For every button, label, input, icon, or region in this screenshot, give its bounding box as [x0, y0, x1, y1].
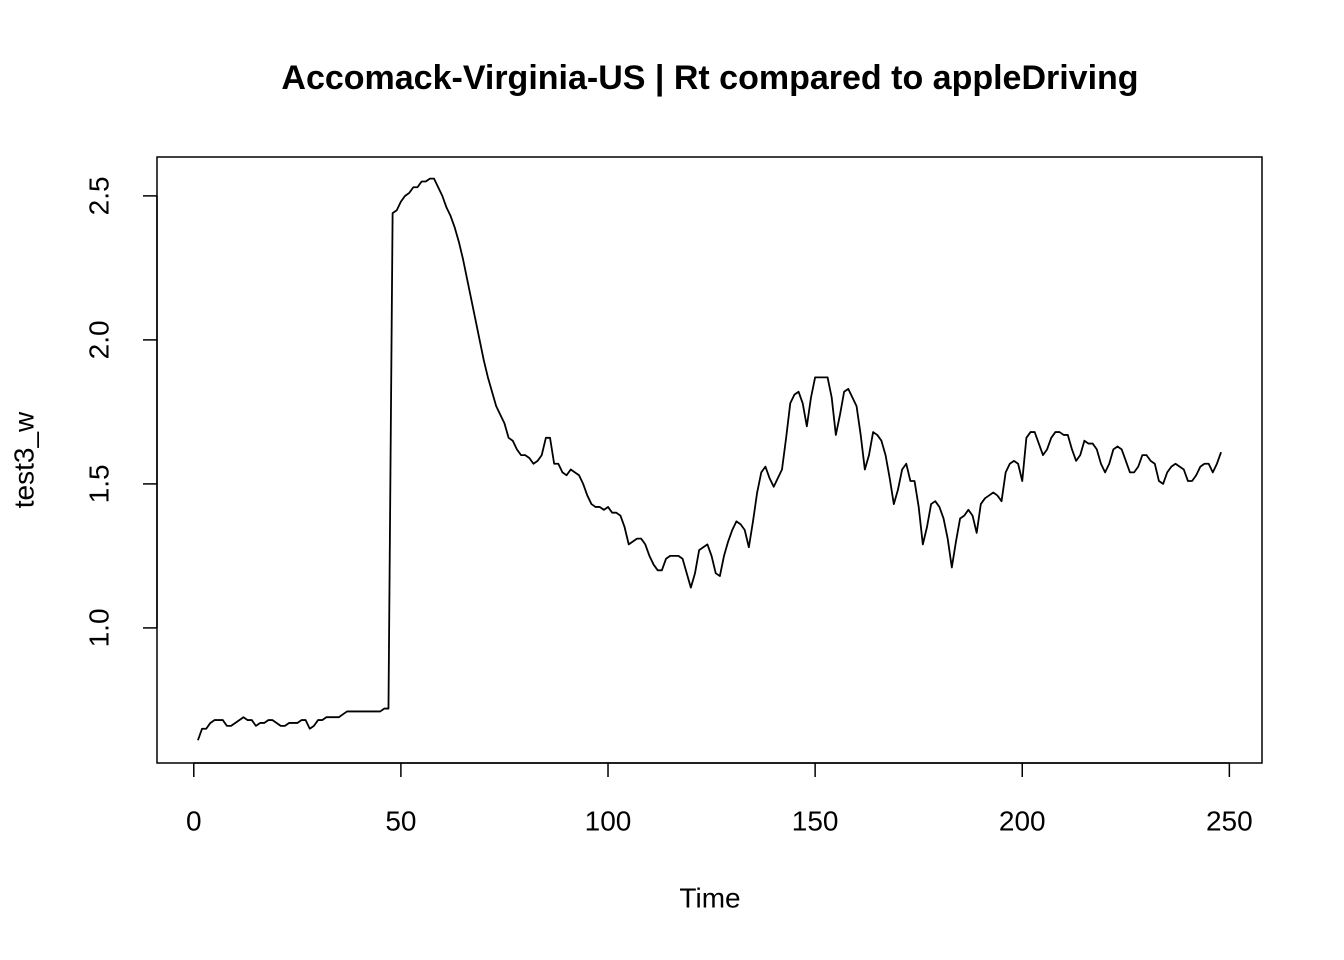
- y-axis-title: test3_w: [8, 411, 39, 508]
- x-axis-title: Time: [679, 882, 740, 913]
- y-tick-label: 2.0: [83, 320, 114, 359]
- x-tick-label: 0: [186, 805, 202, 836]
- x-tick-label: 200: [999, 805, 1046, 836]
- data-line: [197, 177, 1222, 741]
- y-tick-label: 1.5: [83, 464, 114, 503]
- y-tick-label: 2.5: [83, 176, 114, 215]
- chart-title: Accomack-Virginia-US | Rt compared to ap…: [281, 59, 1138, 97]
- x-tick-label: 50: [385, 805, 416, 836]
- y-tick-label: 1.0: [83, 608, 114, 647]
- x-tick-label: 150: [792, 805, 839, 836]
- x-tick-label: 250: [1206, 805, 1253, 836]
- x-tick-label: 100: [585, 805, 632, 836]
